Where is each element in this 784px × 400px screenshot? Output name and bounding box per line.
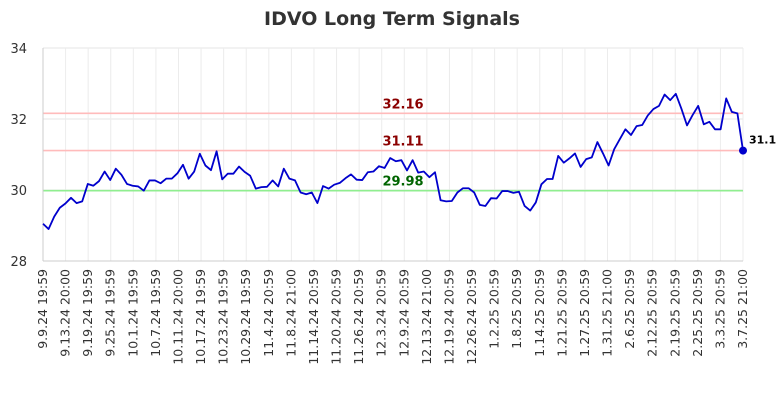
y-tick-label: 28 <box>10 255 27 270</box>
x-tick-label: 9.9.24 19:59 <box>35 269 50 349</box>
chart-title: IDVO Long Term Signals <box>264 8 520 30</box>
y-tick-label: 30 <box>10 184 27 199</box>
reference-lines <box>43 112 743 192</box>
grid <box>42 47 744 262</box>
x-tick-label: 10.1.24 19:59 <box>125 269 140 357</box>
x-tick-label: 2.25.25 20:59 <box>690 269 705 357</box>
x-tick-label: 12.19.24 20:59 <box>441 269 456 365</box>
x-tick-label: 10.11.24 20:00 <box>170 269 185 365</box>
x-tick-label: 11.20.24 20:59 <box>329 269 344 365</box>
reference-line-label: 29.98 <box>382 175 423 190</box>
x-tick-label: 2.12.25 20:59 <box>645 269 660 357</box>
x-tick-label: 10.29.24 19:59 <box>238 269 253 365</box>
x-tick-label: 1.2.25 20:59 <box>487 269 502 349</box>
x-tick-label: 10.17.24 19:59 <box>193 269 208 365</box>
x-tick-label: 3.7.25 21:00 <box>735 269 750 349</box>
x-tick-label: 9.19.24 19:59 <box>80 269 95 357</box>
series <box>42 92 747 230</box>
x-tick-label: 3.3.25 20:59 <box>712 269 727 349</box>
reference-line-label: 32.16 <box>382 97 423 112</box>
labels: 32.16 31.11 29.98 31.1 <box>382 97 776 189</box>
x-tick-label: 1.31.25 21:00 <box>600 269 615 357</box>
x-tick-label: 11.26.24 20:59 <box>351 269 366 365</box>
x-tick-label: 12.9.24 20:59 <box>396 269 411 357</box>
x-tick-label: 12.26.24 20:59 <box>464 269 479 365</box>
x-tick-label: 10.7.24 19:59 <box>148 269 163 357</box>
y-tick-label: 34 <box>10 42 27 57</box>
x-tick-label: 1.21.25 20:59 <box>554 269 569 357</box>
series-line <box>42 92 744 230</box>
reference-line-label: 31.11 <box>382 135 423 150</box>
x-tick-label: 2.6.25 20:59 <box>622 269 637 349</box>
x-tick-label: 11.4.24 20:59 <box>261 269 276 357</box>
x-tick-label: 9.25.24 19:59 <box>103 269 118 357</box>
x-tick-label: 1.8.25 20:59 <box>509 269 524 349</box>
last-point-marker <box>739 146 747 155</box>
x-tick-label: 10.23.24 19:59 <box>216 269 231 365</box>
x-tick-label: 12.3.24 20:59 <box>374 269 389 357</box>
x-tick-label: 9.13.24 20:00 <box>58 269 73 357</box>
x-tick-label: 12.13.24 21:00 <box>419 269 434 365</box>
x-tick-label: 2.19.25 20:59 <box>667 269 682 357</box>
x-tick-label: 1.27.25 20:59 <box>577 269 592 357</box>
last-value-label: 31.1 <box>749 134 776 147</box>
x-tick-label: 11.8.24 21:00 <box>283 269 298 357</box>
axes: 28 30 32 34 9.9.24 19:59 9.13.24 20:00 9.19.24… <box>10 42 750 365</box>
x-tick-label: 1.14.25 20:59 <box>532 269 547 357</box>
x-tick-label: 11.14.24 20:59 <box>306 269 321 365</box>
y-tick-label: 32 <box>10 113 27 128</box>
